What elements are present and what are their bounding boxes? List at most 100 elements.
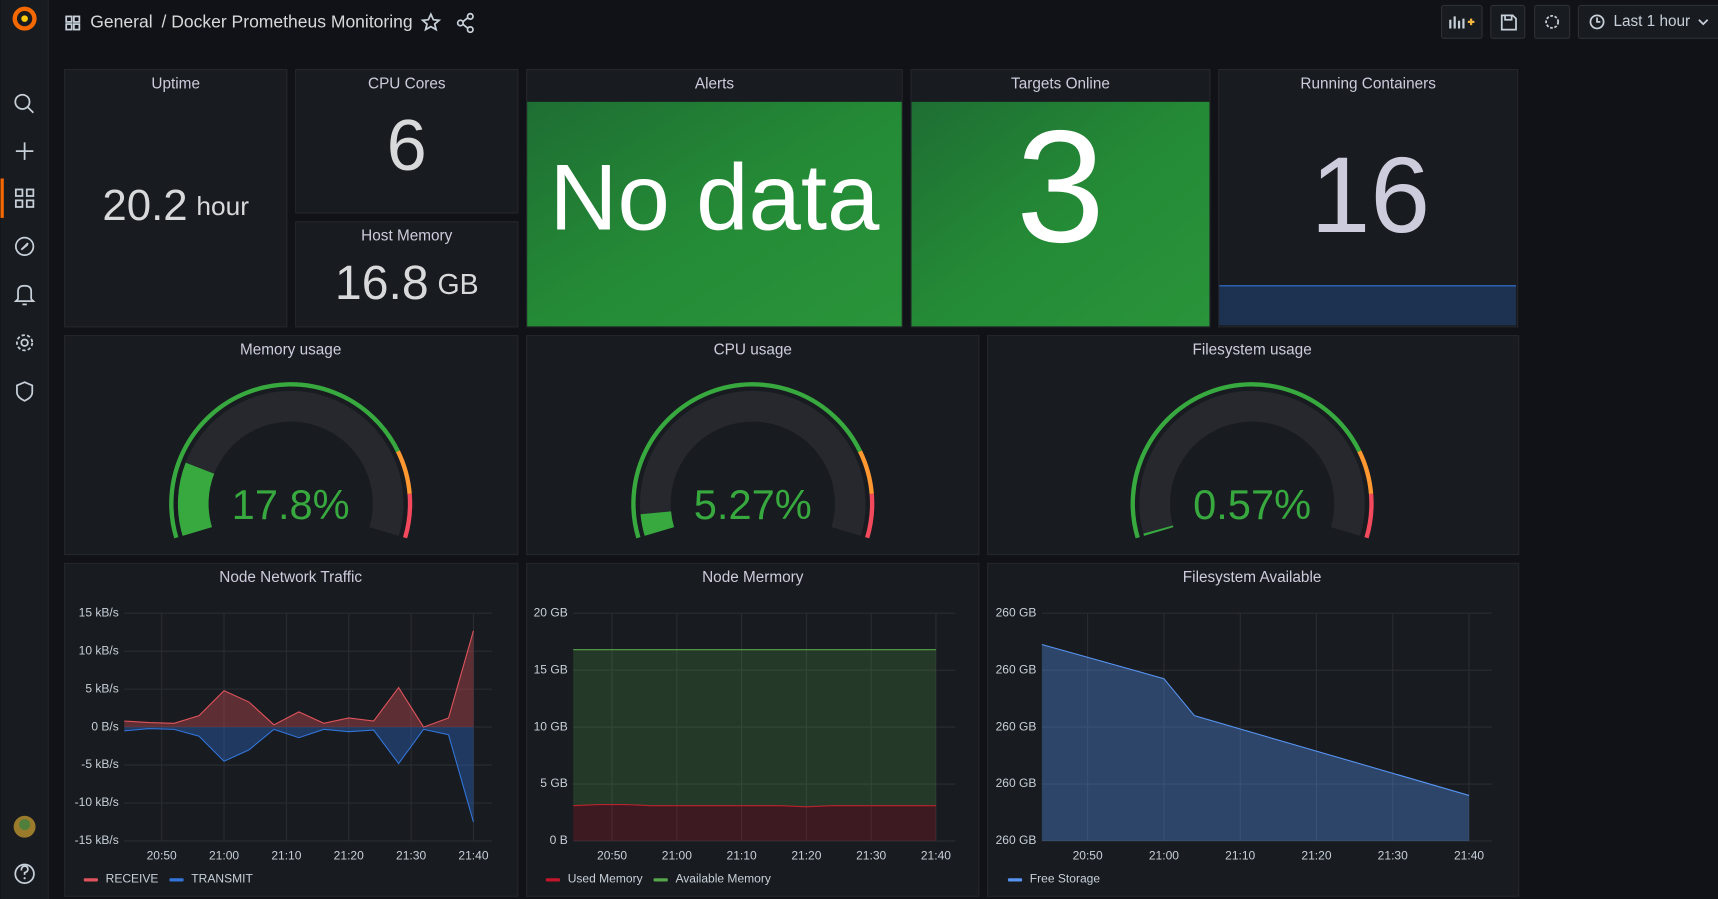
legend-marker <box>653 878 668 882</box>
y-tick-label: -10 kB/s <box>75 795 119 809</box>
stat-number: 6 <box>387 106 427 186</box>
time-range: Last 1 hour <box>1613 13 1690 30</box>
share-button[interactable] <box>456 12 474 34</box>
caret <box>1698 19 1709 26</box>
x-tick-label: 21:10 <box>727 848 757 862</box>
clock-hands <box>1596 17 1601 23</box>
x-tick-label: 21:00 <box>1149 848 1179 862</box>
y-tick-label: 10 GB <box>534 719 568 733</box>
y-tick-label: 20 GB <box>534 605 568 619</box>
icon-part <box>25 199 35 208</box>
x-tick-label: 21:10 <box>271 848 301 862</box>
panel <box>1218 68 1519 328</box>
add-panel-icon <box>1449 16 1465 29</box>
icon-part <box>20 242 29 251</box>
gauge-value <box>640 511 675 536</box>
x-tick-label: 21:10 <box>1225 848 1255 862</box>
create-icon[interactable] <box>15 142 34 160</box>
y-tick-label: 260 GB <box>996 605 1037 619</box>
icon-part <box>462 16 469 30</box>
gauge-label: 17.8% <box>232 481 350 528</box>
x-tick-label: 20:50 <box>1073 848 1103 862</box>
legend-label[interactable]: TRANSMIT <box>191 871 253 885</box>
x-tick-label: 20:50 <box>597 848 627 862</box>
y-tick-label: -5 kB/s <box>81 757 118 771</box>
legend-label[interactable]: RECEIVE <box>106 871 159 885</box>
panel <box>295 68 519 214</box>
icon-part <box>65 23 73 31</box>
explore-icon[interactable] <box>14 236 35 257</box>
x-tick-label: 21:30 <box>1378 848 1408 862</box>
admin-icon[interactable] <box>16 381 34 402</box>
gauge-value <box>1143 525 1174 536</box>
y-tick-label: 0 B <box>550 833 568 847</box>
gauge-value <box>177 462 215 536</box>
stat-number: 3 <box>1016 97 1105 276</box>
y-tick-label: 10 kB/s <box>79 643 119 657</box>
icon-part <box>14 93 31 110</box>
clock-icon <box>1589 14 1605 30</box>
y-tick-label: 0 B/s <box>91 719 118 733</box>
settings-icon <box>1545 15 1560 29</box>
avatar-part <box>19 819 31 831</box>
dashboards-icon[interactable] <box>14 188 35 208</box>
series-line <box>124 630 474 728</box>
add-panel-button[interactable] <box>1440 4 1483 39</box>
legend-label[interactable]: Available Memory <box>675 871 770 885</box>
icon-part <box>14 199 24 208</box>
panel-title: Node Network Traffic <box>219 569 362 586</box>
gauge-threshold <box>865 493 875 539</box>
gauge-threshold <box>1130 382 1362 539</box>
add-panel-plus <box>1467 18 1475 26</box>
panel <box>526 335 980 556</box>
legend-marker <box>1007 878 1023 882</box>
time-picker[interactable] <box>1577 4 1718 39</box>
panel-title: CPU usage <box>714 341 792 358</box>
settings-button[interactable] <box>1534 4 1571 39</box>
legend-marker <box>545 878 561 882</box>
gauge-label: 5.27% <box>694 481 812 528</box>
icon-part <box>25 188 35 197</box>
panel-title: Uptime <box>151 75 200 92</box>
gauge-threshold <box>395 450 412 495</box>
y-tick-label: 15 kB/s <box>79 605 119 619</box>
icon-part <box>20 338 29 347</box>
search-icon[interactable] <box>14 93 34 114</box>
x-tick-label: 21:30 <box>856 848 886 862</box>
help-icon[interactable] <box>14 863 35 884</box>
area-fill <box>1041 644 1470 841</box>
configuration-icon[interactable] <box>16 334 34 352</box>
stat-unit: GB <box>437 268 478 300</box>
stat-text: No data <box>550 145 880 250</box>
panel <box>295 221 519 328</box>
panel <box>64 68 288 328</box>
y-tick-label: 260 GB <box>996 662 1037 676</box>
y-tick-label: 15 GB <box>534 662 568 676</box>
user-avatar[interactable] <box>13 815 36 838</box>
icon-part <box>20 865 29 875</box>
gauge-threshold <box>169 382 400 539</box>
breadcrumb-folder[interactable]: General <box>90 12 152 32</box>
logo-ring <box>12 6 37 31</box>
x-tick-label: 21:20 <box>791 848 821 862</box>
area-fill <box>573 649 936 807</box>
legend-label[interactable]: Free Storage <box>1030 871 1101 885</box>
dashboard-title: / Docker Prometheus Monitoring <box>161 12 412 32</box>
alerting-icon[interactable] <box>13 284 36 306</box>
logo-core <box>21 15 28 22</box>
icon-part <box>14 236 35 257</box>
legend-label[interactable]: Used Memory <box>568 871 643 885</box>
icon-part <box>16 381 34 402</box>
gauge-track <box>640 391 866 536</box>
x-tick-label: 21:30 <box>396 848 426 862</box>
star-button[interactable] <box>420 12 442 32</box>
grafana-logo[interactable] <box>12 6 37 31</box>
y-tick-label: 260 GB <box>996 719 1037 733</box>
panel-title: Host Memory <box>361 228 452 245</box>
stat-background <box>527 101 902 327</box>
sparkline-area <box>1219 285 1517 326</box>
active-indicator <box>0 178 4 218</box>
gauge-track <box>1139 390 1365 536</box>
icon-part <box>73 23 81 31</box>
save-button[interactable] <box>1490 4 1526 39</box>
